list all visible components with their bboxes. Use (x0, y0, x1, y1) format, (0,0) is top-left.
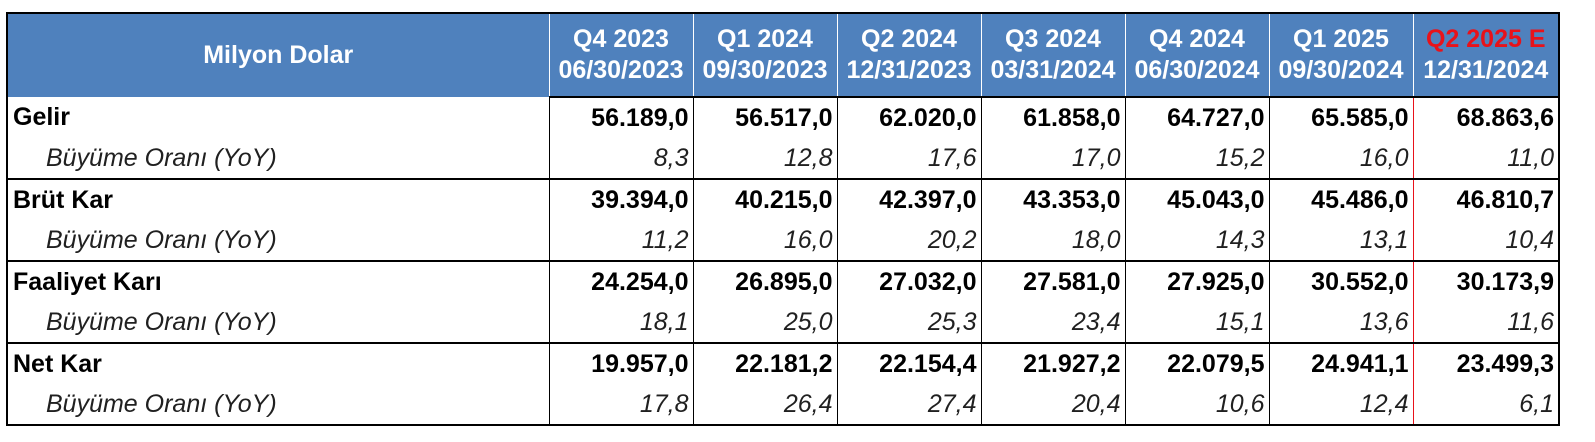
growth-value-cell: 12,8 (692, 138, 837, 179)
column-header-date: 09/30/2023 (692, 55, 837, 98)
table-body: Gelir 56.189,0 56.517,0 62.020,0 61.858,0 64.… (6, 97, 1560, 426)
metric-row: Net Kar 19.957,0 22.181,2 22.154,4 21.927,2 2… (6, 342, 1560, 384)
metric-value-cell: 56.189,0 (548, 97, 693, 138)
growth-value-cell: 17,6 (836, 138, 981, 179)
metric-value-cell: 27.925,0 (1124, 260, 1269, 302)
growth-value-cell: 20,2 (836, 220, 981, 261)
growth-row: Büyüme Oranı (YoY) 18,1 25,0 25,3 23,4 15,1 13… (6, 302, 1560, 343)
growth-value-cell: 8,3 (548, 138, 693, 179)
metric-value-cell: 30.173,9 (1412, 260, 1560, 302)
metric-value-cell: 26.895,0 (692, 260, 837, 302)
metric-value-cell: 22.181,2 (692, 342, 837, 384)
growth-value-cell: 12,4 (1268, 384, 1413, 426)
metric-value-cell: 27.581,0 (980, 260, 1125, 302)
growth-value-cell: 20,4 (980, 384, 1125, 426)
column-header-date: 03/31/2024 (980, 55, 1125, 98)
metric-value-cell: 42.397,0 (836, 178, 981, 220)
metric-label: Net Kar (6, 342, 549, 384)
growth-value-cell: 16,0 (1268, 138, 1413, 179)
growth-label: Büyüme Oranı (YoY) (6, 220, 549, 261)
metric-value-cell: 61.858,0 (980, 97, 1125, 138)
column-header-period: Q2 2025 E (1412, 12, 1560, 55)
growth-value-cell: 18,1 (548, 302, 693, 343)
growth-value-cell: 27,4 (836, 384, 981, 426)
column-header-period: Q2 2024 (836, 12, 981, 55)
column-header-date: 09/30/2024 (1268, 55, 1413, 98)
column-header-period: Q4 2023 (548, 12, 693, 55)
metric-label: Faaliyet Karı (6, 260, 549, 302)
metric-value-cell: 21.927,2 (980, 342, 1125, 384)
metric-row: Brüt Kar 39.394,0 40.215,0 42.397,0 43.353,0… (6, 178, 1560, 220)
growth-value-cell: 18,0 (980, 220, 1125, 261)
growth-value-cell: 16,0 (692, 220, 837, 261)
growth-value-cell: 14,3 (1124, 220, 1269, 261)
metric-value-cell: 23.499,3 (1412, 342, 1560, 384)
growth-value-cell: 26,4 (692, 384, 837, 426)
metric-value-cell: 43.353,0 (980, 178, 1125, 220)
column-header-date: 06/30/2023 (548, 55, 693, 98)
metric-value-cell: 24.941,1 (1268, 342, 1413, 384)
growth-value-cell: 11,2 (548, 220, 693, 261)
growth-label: Büyüme Oranı (YoY) (6, 138, 549, 179)
metric-value-cell: 56.517,0 (692, 97, 837, 138)
growth-value-cell: 13,6 (1268, 302, 1413, 343)
growth-value-cell: 11,6 (1412, 302, 1560, 343)
metric-label: Brüt Kar (6, 178, 549, 220)
growth-row: Büyüme Oranı (YoY) 8,3 12,8 17,6 17,0 15,2 16,… (6, 138, 1560, 179)
metric-value-cell: 39.394,0 (548, 178, 693, 220)
corner-label: Milyon Dolar (6, 12, 549, 97)
growth-value-cell: 6,1 (1412, 384, 1560, 426)
growth-value-cell: 25,0 (692, 302, 837, 343)
column-header-date: 12/31/2024 (1412, 55, 1560, 98)
column-header-period: Q1 2025 (1268, 12, 1413, 55)
metric-value-cell: 68.863,6 (1412, 97, 1560, 138)
column-header-period: Q4 2024 (1124, 12, 1269, 55)
metric-value-cell: 22.079,5 (1124, 342, 1269, 384)
financial-summary-table: Milyon Dolar Q4 2023 Q1 2024 Q2 2024 Q3 202… (6, 12, 1560, 426)
metric-label: Gelir (6, 97, 549, 138)
metric-value-cell: 46.810,7 (1412, 178, 1560, 220)
growth-row: Büyüme Oranı (YoY) 11,2 16,0 20,2 18,0 14,3 13… (6, 220, 1560, 261)
metric-value-cell: 24.254,0 (548, 260, 693, 302)
growth-label: Büyüme Oranı (YoY) (6, 384, 549, 426)
metric-value-cell: 30.552,0 (1268, 260, 1413, 302)
growth-value-cell: 11,0 (1412, 138, 1560, 179)
growth-value-cell: 23,4 (980, 302, 1125, 343)
metric-value-cell: 45.486,0 (1268, 178, 1413, 220)
metric-value-cell: 62.020,0 (836, 97, 981, 138)
metric-row: Faaliyet Karı 24.254,0 26.895,0 27.032,0 27.… (6, 260, 1560, 302)
metric-value-cell: 19.957,0 (548, 342, 693, 384)
metric-value-cell: 65.585,0 (1268, 97, 1413, 138)
metric-value-cell: 27.032,0 (836, 260, 981, 302)
column-header-period: Q3 2024 (980, 12, 1125, 55)
growth-value-cell: 17,8 (548, 384, 693, 426)
growth-value-cell: 15,1 (1124, 302, 1269, 343)
financial-table-container: Milyon Dolar Q4 2023 Q1 2024 Q2 2024 Q3 202… (6, 12, 1560, 426)
growth-value-cell: 15,2 (1124, 138, 1269, 179)
column-header-date: 06/30/2024 (1124, 55, 1269, 98)
metric-value-cell: 45.043,0 (1124, 178, 1269, 220)
metric-row: Gelir 56.189,0 56.517,0 62.020,0 61.858,0 64.… (6, 97, 1560, 138)
growth-value-cell: 10,6 (1124, 384, 1269, 426)
metric-value-cell: 40.215,0 (692, 178, 837, 220)
metric-value-cell: 22.154,4 (836, 342, 981, 384)
growth-value-cell: 25,3 (836, 302, 981, 343)
column-header-date: 12/31/2023 (836, 55, 981, 98)
growth-value-cell: 13,1 (1268, 220, 1413, 261)
growth-value-cell: 17,0 (980, 138, 1125, 179)
growth-row: Büyüme Oranı (YoY) 17,8 26,4 27,4 20,4 10,6 12… (6, 384, 1560, 426)
metric-value-cell: 64.727,0 (1124, 97, 1269, 138)
column-header-period: Q1 2024 (692, 12, 837, 55)
growth-label: Büyüme Oranı (YoY) (6, 302, 549, 343)
growth-value-cell: 10,4 (1412, 220, 1560, 261)
table-header: Milyon Dolar Q4 2023 Q1 2024 Q2 2024 Q3 202… (6, 12, 1560, 98)
